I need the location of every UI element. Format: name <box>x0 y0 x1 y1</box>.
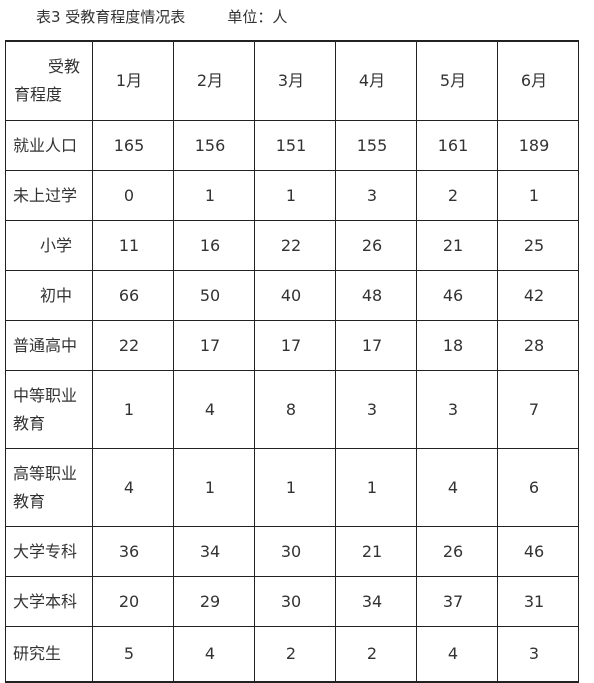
value-cell: 1 <box>92 370 174 449</box>
value-cell: 42 <box>497 270 579 321</box>
value-cell: 30 <box>254 576 336 627</box>
table-row: 普通高中 22 17 17 17 18 28 <box>5 320 579 371</box>
value-cell: 2 <box>416 170 498 221</box>
row-label-cell: 中等职业 教育 <box>5 370 93 449</box>
month-header-cell: 4月 <box>335 40 417 121</box>
table-row: 就业人口 165 156 151 155 161 189 <box>5 120 579 171</box>
value-cell: 1 <box>254 448 336 527</box>
table-row: 高等职业 教育 4 1 1 1 4 6 <box>5 448 579 527</box>
row-label-cell: 小学 <box>5 220 93 271</box>
table-body: 就业人口 165 156 151 155 161 189 未上过学 0 1 1 3 2 1 小学 11 16 22… <box>5 120 579 683</box>
table-caption: 表3 受教育程度情况表 单位：人 <box>36 4 287 30</box>
value-cell: 161 <box>416 120 498 171</box>
row-label-line: 教育 <box>13 413 46 433</box>
month-header-cell: 5月 <box>416 40 498 121</box>
corner-header-cell: 受教 育程度 <box>5 40 93 121</box>
value-cell: 50 <box>173 270 255 321</box>
value-cell: 46 <box>416 270 498 321</box>
table-unit: 单位：人 <box>227 8 288 26</box>
row-label-cell: 大学专科 <box>5 526 93 577</box>
row-label-line: 中等职业 <box>13 385 78 405</box>
table-row: 中等职业 教育 1 4 8 3 3 7 <box>5 370 579 449</box>
value-cell: 1 <box>497 170 579 221</box>
value-cell: 17 <box>254 320 336 371</box>
value-cell: 165 <box>92 120 174 171</box>
value-cell: 26 <box>416 526 498 577</box>
row-label-cell: 大学本科 <box>5 576 93 627</box>
value-cell: 66 <box>92 270 174 321</box>
table-header-row: 受教 育程度 1月 2月 3月 4月 5月 6月 <box>5 40 579 121</box>
row-label-cell: 就业人口 <box>5 120 93 171</box>
education-level-table: 受教 育程度 1月 2月 3月 4月 5月 6月 就业人口 165 156 151 15… <box>5 40 579 683</box>
value-cell: 22 <box>254 220 336 271</box>
table-row: 大学本科 20 29 30 34 37 31 <box>5 576 579 627</box>
value-cell: 4 <box>416 626 498 683</box>
value-cell: 22 <box>92 320 174 371</box>
value-cell: 4 <box>416 448 498 527</box>
value-cell: 26 <box>335 220 417 271</box>
value-cell: 34 <box>335 576 417 627</box>
row-label-cell: 初中 <box>5 270 93 321</box>
value-cell: 3 <box>335 370 417 449</box>
value-cell: 30 <box>254 526 336 577</box>
value-cell: 31 <box>497 576 579 627</box>
value-cell: 5 <box>92 626 174 683</box>
value-cell: 17 <box>335 320 417 371</box>
value-cell: 3 <box>497 626 579 683</box>
value-cell: 40 <box>254 270 336 321</box>
table-row: 初中 66 50 40 48 46 42 <box>5 270 579 321</box>
value-cell: 29 <box>173 576 255 627</box>
value-cell: 34 <box>173 526 255 577</box>
value-cell: 1 <box>173 448 255 527</box>
value-cell: 4 <box>173 626 255 683</box>
month-header-cell: 6月 <box>497 40 579 121</box>
value-cell: 1 <box>335 448 417 527</box>
value-cell: 3 <box>335 170 417 221</box>
value-cell: 0 <box>92 170 174 221</box>
value-cell: 6 <box>497 448 579 527</box>
value-cell: 21 <box>335 526 417 577</box>
value-cell: 7 <box>497 370 579 449</box>
table-row: 研究生 5 4 2 2 4 3 <box>5 626 579 683</box>
value-cell: 189 <box>497 120 579 171</box>
row-label-cell: 普通高中 <box>5 320 93 371</box>
value-cell: 37 <box>416 576 498 627</box>
value-cell: 48 <box>335 270 417 321</box>
row-label-line: 高等职业 <box>13 463 78 483</box>
value-cell: 8 <box>254 370 336 449</box>
value-cell: 155 <box>335 120 417 171</box>
row-label-cell: 未上过学 <box>5 170 93 221</box>
corner-header-top: 受教 <box>47 57 80 76</box>
row-label-cell: 研究生 <box>5 626 93 683</box>
table-row: 未上过学 0 1 1 3 2 1 <box>5 170 579 221</box>
value-cell: 3 <box>416 370 498 449</box>
table-row: 大学专科 36 34 30 21 26 46 <box>5 526 579 577</box>
value-cell: 46 <box>497 526 579 577</box>
value-cell: 25 <box>497 220 579 271</box>
value-cell: 1 <box>254 170 336 221</box>
month-header-cell: 3月 <box>254 40 336 121</box>
table-row: 小学 11 16 22 26 21 25 <box>5 220 579 271</box>
value-cell: 16 <box>173 220 255 271</box>
value-cell: 18 <box>416 320 498 371</box>
table-title: 表3 受教育程度情况表 <box>36 8 186 26</box>
value-cell: 11 <box>92 220 174 271</box>
value-cell: 2 <box>335 626 417 683</box>
value-cell: 156 <box>173 120 255 171</box>
value-cell: 17 <box>173 320 255 371</box>
value-cell: 4 <box>173 370 255 449</box>
value-cell: 28 <box>497 320 579 371</box>
row-label-line: 教育 <box>13 491 46 511</box>
value-cell: 1 <box>173 170 255 221</box>
corner-header-bottom: 育程度 <box>14 85 63 104</box>
value-cell: 21 <box>416 220 498 271</box>
value-cell: 2 <box>254 626 336 683</box>
value-cell: 151 <box>254 120 336 171</box>
row-label-cell: 高等职业 教育 <box>5 448 93 527</box>
value-cell: 4 <box>92 448 174 527</box>
month-header-cell: 1月 <box>92 40 174 121</box>
value-cell: 36 <box>92 526 174 577</box>
value-cell: 20 <box>92 576 174 627</box>
month-header-cell: 2月 <box>173 40 255 121</box>
